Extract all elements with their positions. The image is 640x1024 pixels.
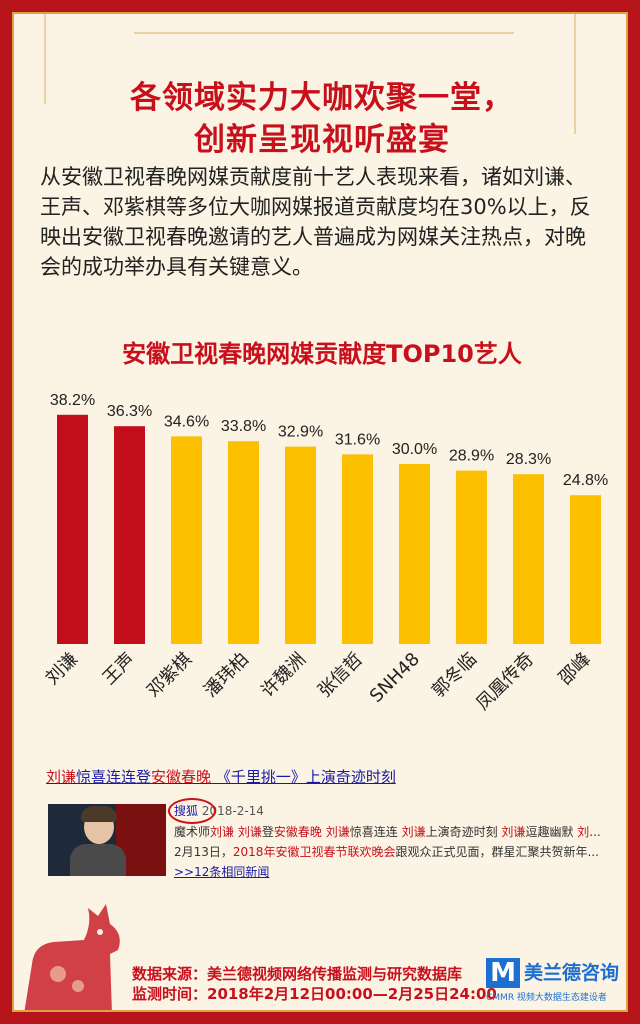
source-highlight-circle <box>168 798 216 824</box>
value-label: 32.9% <box>278 424 323 441</box>
news-thumbnail[interactable] <box>48 804 166 876</box>
bar-1 <box>114 426 145 644</box>
value-label: 24.8% <box>563 472 608 489</box>
news-headline[interactable]: 刘谦惊喜连连登安徽春晚 《千里挑一》上演奇迹时刻 <box>46 766 606 787</box>
value-label: 28.3% <box>506 451 551 468</box>
highlight-text: 刘谦 <box>325 825 350 839</box>
highlight-text: 安徽春晚 <box>151 768 212 786</box>
lantern-string-left <box>44 14 46 104</box>
category-label: 凤凰传奇 <box>472 649 538 715</box>
footer-data-source: 数据来源：美兰德视频网络传播监测与研究数据库 <box>132 965 463 983</box>
bar-6 <box>399 464 430 644</box>
news-snippet: 魔术师刘谦 刘谦登安徽春晚 刘谦惊喜连连 刘谦上演奇迹时刻 刘谦逗趣幽默 刘..… <box>174 822 604 882</box>
plain-text: 惊喜连连登 <box>76 768 152 786</box>
plain-text: 魔术师 <box>174 825 211 839</box>
value-label: 34.6% <box>164 413 209 430</box>
more-news-link[interactable]: >>12条相同新闻 <box>174 865 270 879</box>
footer-period: 监测时间：2018年2月12日00:00—2月25日24:00 <box>132 985 497 1003</box>
logo-name: 美兰德咨询 <box>524 962 620 984</box>
category-label: 许魏洲 <box>257 649 310 702</box>
brand-logo: M 美兰德咨询 CMMR 视频大数据生态建设者 <box>486 958 626 1004</box>
highlight-text: 刘 <box>577 825 590 839</box>
chart-title: 安徽卫视春晚网媒贡献度TOP10艺人 <box>122 340 522 368</box>
value-label: 33.8% <box>221 418 266 435</box>
value-label: 38.2% <box>50 394 95 409</box>
highlight-text: 刘谦 <box>501 825 526 839</box>
plain-text: 逗趣幽默 <box>525 825 578 839</box>
bar-9 <box>570 495 601 644</box>
news-body: 搜狐 2018-2-14 魔术师刘谦 刘谦登安徽春晚 刘谦惊喜连连 刘谦上演奇迹… <box>46 794 606 879</box>
lantern-string-right <box>574 14 576 134</box>
category-label: 邓紫棋 <box>143 649 196 702</box>
bar-8 <box>513 474 544 644</box>
bar-5 <box>342 454 373 644</box>
content-panel: 各领域实力大咖欢聚一堂， 创新呈现视听盛宴 从安徽卫视春晚网媒贡献度前十艺人表现… <box>12 12 628 1012</box>
category-label: 王声 <box>99 649 139 689</box>
bar-4 <box>285 446 316 644</box>
plain-text: 上演奇迹时刻 <box>425 825 502 839</box>
news-meta: 搜狐 2018-2-14 <box>168 798 264 824</box>
thumbnail-person-hair <box>81 806 117 822</box>
bar-chart: 38.2% 刘谦 36.3% 王声 34.6% 邓紫棋 33.8% 潘玮柏 32.9% 许魏洲 31… <box>42 394 608 715</box>
category-label: 潘玮柏 <box>200 649 253 702</box>
intro-paragraph: 从安徽卫视春晚网媒贡献度前十艺人表现来看，诸如刘谦、王声、邓紫棋等多位大咖网媒报… <box>40 165 591 279</box>
news-card: 刘谦惊喜连连登安徽春晚 《千里挑一》上演奇迹时刻 搜狐 2018-2-14 魔术… <box>46 766 606 879</box>
page-title-line2: 创新呈现视听盛宴 <box>194 122 450 158</box>
bar-7 <box>456 470 487 644</box>
plain-text: 登 <box>261 825 274 839</box>
value-label: 30.0% <box>392 441 437 458</box>
value-label: 36.3% <box>107 403 152 420</box>
category-label: 邵峰 <box>555 649 595 689</box>
news-date: 2018-2-14 <box>198 804 264 818</box>
category-label: SNH48 <box>366 649 424 707</box>
plain-text: 《千里挑一》上演奇迹时刻 <box>211 768 396 786</box>
category-label: 郭冬临 <box>428 649 481 702</box>
decor-line-top <box>134 32 514 34</box>
value-label: 28.9% <box>449 448 494 465</box>
highlight-text: 刘谦 <box>401 825 426 839</box>
bar-0 <box>57 414 88 644</box>
highlight-text: 2018年安徽卫视春节联欢晚会 <box>232 845 396 859</box>
highlight-text: 刘谦 <box>46 768 77 786</box>
value-label: 31.6% <box>335 431 380 448</box>
footer: 数据来源：美兰德视频网络传播监测与研究数据库 监测时间：2018年2月12日00… <box>132 964 497 1004</box>
page-title-line1: 各领域实力大咖欢聚一堂， <box>130 80 514 116</box>
highlight-text: 刘谦 <box>210 825 235 839</box>
plain-text: 跟观众正式见面，群星汇聚共贺新年... <box>395 845 599 859</box>
thumbnail-person-body <box>70 844 126 876</box>
logo-tagline: CMMR 视频大数据生态建设者 <box>486 993 607 1003</box>
category-label: 刘谦 <box>42 649 82 689</box>
highlight-text: 安徽春晚 <box>273 825 322 839</box>
category-label: 张信哲 <box>314 649 367 702</box>
bar-3 <box>228 441 259 644</box>
dog-papercut-icon <box>24 904 120 1010</box>
highlight-text: 刘谦 <box>237 825 262 839</box>
plain-text: 惊喜连连 <box>349 825 402 839</box>
bar-2 <box>171 436 202 644</box>
logo-mark: M <box>486 958 520 988</box>
plain-text: ... 2月13日， <box>174 825 601 859</box>
